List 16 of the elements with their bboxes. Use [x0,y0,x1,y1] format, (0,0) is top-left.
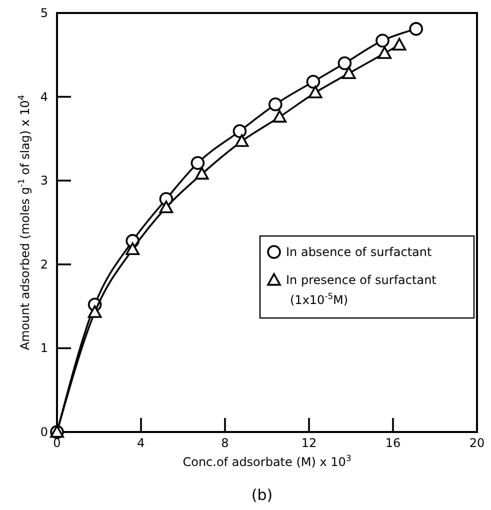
x-tick-label: 20 [469,436,485,450]
y-tick-label: 2 [40,257,48,272]
x-tick-label: 8 [221,436,229,450]
text: (b) [251,486,273,504]
x-tick-label: 0 [53,436,61,450]
x-tick-label: 4 [137,436,145,450]
y-tick-label: 3 [40,174,48,188]
legend-label: In absence of surfactant [286,245,432,259]
y-tick-label: 5 [40,6,48,20]
y-tick-label: 1 [40,341,48,356]
x-tick-label: 16 [385,436,401,450]
x-axis-title: Conc.of adsorbate (M) x 10$^{3}$ [182,453,352,469]
legend-label: In presence of surfactant (1x10$^{-5}$M) [286,273,437,307]
x-tick-label: 12 [301,436,317,450]
y-tick-label: 0 [40,425,48,439]
y-tick-label: 4 [40,90,48,104]
